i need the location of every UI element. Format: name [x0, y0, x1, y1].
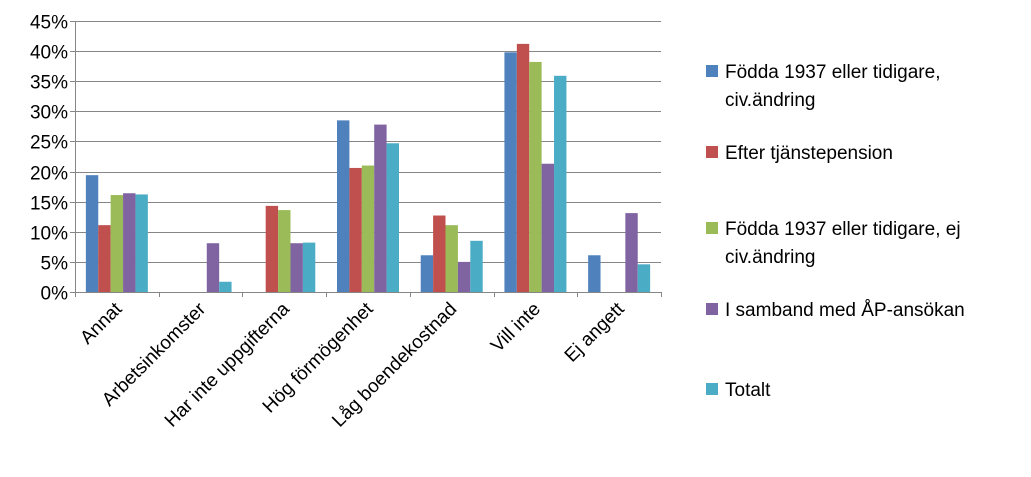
y-tick-label: 35% — [30, 73, 68, 94]
bar — [361, 165, 375, 292]
legend-label: Efter tjänstepension — [725, 143, 893, 164]
bar — [374, 124, 387, 292]
legend-swatch — [706, 65, 718, 77]
bar — [588, 255, 601, 292]
y-tick-label: 30% — [30, 103, 68, 124]
bar — [457, 261, 471, 292]
bar — [278, 210, 291, 292]
legend-swatch — [706, 146, 718, 158]
bar — [529, 61, 542, 293]
bar — [110, 195, 124, 292]
legend-label: Totalt — [725, 380, 771, 401]
bar — [290, 243, 303, 292]
axes — [70, 21, 662, 297]
bar — [85, 175, 99, 292]
x-tick-label: Annat — [76, 298, 126, 348]
y-tick-label: 0% — [41, 284, 69, 305]
bar — [637, 264, 651, 292]
bar — [123, 193, 136, 292]
x-tick-label: Ej angett — [561, 298, 629, 366]
bar — [625, 213, 638, 292]
bar — [337, 120, 350, 293]
x-tick-label: Vill inte — [487, 299, 545, 357]
bar — [302, 242, 316, 292]
y-tick-label: 40% — [30, 43, 68, 64]
bar — [470, 240, 483, 292]
bar — [206, 243, 220, 292]
gridlines — [75, 21, 661, 263]
legend: Födda 1937 eller tidigare, civ.ändring Eft… — [706, 62, 965, 401]
bar — [541, 163, 555, 292]
bars — [85, 43, 651, 293]
bar — [219, 281, 232, 292]
legend-label: I samband med ÅP-ansökan — [725, 300, 965, 321]
bar — [554, 75, 567, 292]
legend-label: Födda 1937 eller tidigare, ej civ.ändring — [725, 219, 961, 268]
y-tick-labels: 0% 5% 10% 15% 20% 25% 30% 35% 40% 45% — [30, 13, 68, 305]
y-tick-label: 25% — [30, 133, 68, 154]
bar — [349, 167, 362, 292]
y-tick-label: 45% — [30, 13, 68, 34]
bar — [265, 205, 279, 292]
legend-swatch — [706, 222, 718, 234]
y-tick-label: 5% — [41, 254, 69, 275]
legend-swatch — [706, 383, 718, 395]
y-tick-label: 15% — [30, 194, 68, 215]
bar — [386, 143, 399, 292]
bar — [504, 52, 517, 292]
legend-label: Födda 1937 eller tidigare, civ.ändring — [725, 62, 940, 111]
bar — [433, 215, 446, 292]
bar — [135, 194, 148, 292]
y-tick-label: 20% — [30, 164, 68, 185]
bar — [420, 255, 434, 292]
bar — [445, 225, 458, 292]
legend-swatch — [706, 303, 718, 315]
bar — [98, 225, 111, 292]
y-tick-label: 10% — [30, 224, 68, 245]
bar — [516, 43, 530, 292]
